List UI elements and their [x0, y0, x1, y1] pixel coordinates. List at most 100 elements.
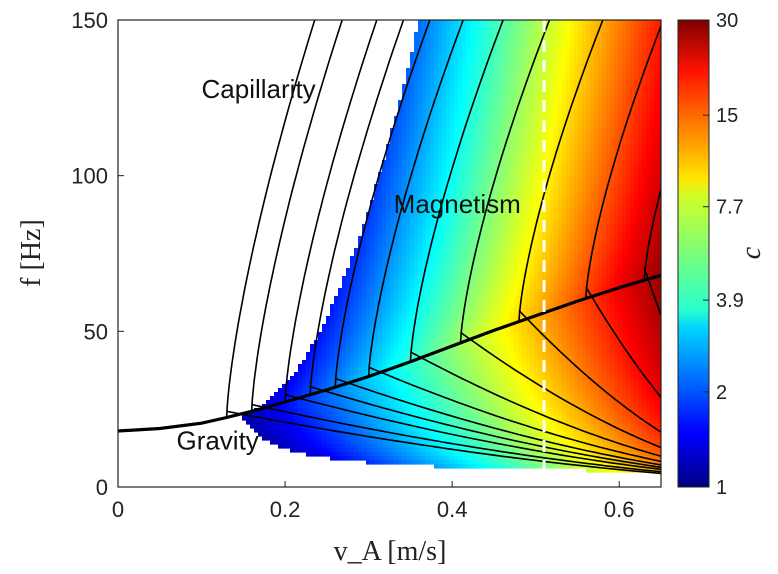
heatmap-cell — [494, 196, 499, 201]
heatmap-cell — [474, 456, 479, 461]
heatmap-cell — [514, 380, 519, 385]
heatmap-cell — [398, 336, 403, 341]
heatmap-cell — [366, 288, 371, 293]
heatmap-cell — [410, 264, 415, 269]
heatmap-cell — [418, 256, 423, 261]
heatmap-cell — [482, 184, 487, 189]
heatmap-cell — [382, 336, 387, 341]
heatmap-cell — [390, 332, 395, 337]
heatmap-cell — [514, 128, 519, 133]
heatmap-cell — [354, 280, 359, 285]
heatmap-cell — [342, 288, 347, 293]
heatmap-cell — [378, 440, 383, 445]
heatmap-cell — [466, 108, 471, 113]
heatmap-cell — [510, 124, 515, 129]
heatmap-cell — [410, 436, 415, 441]
heatmap-cell — [402, 180, 407, 185]
heatmap-cell — [458, 36, 463, 41]
heatmap-cell — [394, 248, 399, 253]
heatmap-cell — [470, 392, 475, 397]
heatmap-cell — [458, 316, 463, 321]
heatmap-cell — [454, 264, 459, 269]
heatmap-cell — [378, 344, 383, 349]
heatmap-cell — [402, 392, 407, 397]
heatmap-cell — [426, 108, 431, 113]
heatmap-cell — [446, 100, 451, 105]
heatmap-cell — [450, 236, 455, 241]
heatmap-cell — [482, 428, 487, 433]
heatmap-cell — [354, 272, 359, 277]
heatmap-cell — [350, 392, 355, 397]
heatmap-cell — [510, 436, 515, 441]
heatmap-cell — [410, 388, 415, 393]
heatmap-cell — [462, 316, 467, 321]
heatmap-cell — [502, 168, 507, 173]
heatmap-cell — [374, 188, 379, 193]
heatmap-cell — [494, 148, 499, 153]
heatmap-cell — [486, 108, 491, 113]
heatmap-cell — [414, 288, 419, 293]
heatmap-cell — [482, 456, 487, 461]
heatmap-cell — [498, 340, 503, 345]
heatmap-cell — [490, 192, 495, 197]
heatmap-cell — [518, 56, 523, 61]
heatmap-cell — [470, 136, 475, 141]
heatmap-cell — [406, 108, 411, 113]
heatmap-cell — [322, 356, 327, 361]
heatmap-cell — [470, 276, 475, 281]
heatmap-cell — [442, 40, 447, 45]
heatmap-cell — [498, 96, 503, 101]
heatmap-cell — [506, 296, 511, 301]
heatmap-cell — [402, 456, 407, 461]
heatmap-cell — [446, 352, 451, 357]
heatmap-cell — [506, 256, 511, 261]
heatmap-cell — [454, 364, 459, 369]
heatmap-cell — [490, 160, 495, 165]
heatmap-cell — [482, 380, 487, 385]
heatmap-cell — [514, 56, 519, 61]
heatmap-cell — [486, 408, 491, 413]
heatmap-cell — [398, 176, 403, 181]
heatmap-cell — [426, 336, 431, 341]
heatmap-cell — [426, 272, 431, 277]
heatmap-cell — [450, 192, 455, 197]
heatmap-cell — [474, 288, 479, 293]
heatmap-cell — [470, 352, 475, 357]
heatmap-cell — [350, 388, 355, 393]
heatmap-cell — [450, 28, 455, 33]
heatmap-cell — [286, 392, 291, 397]
heatmap-cell — [410, 368, 415, 373]
heatmap-cell — [306, 352, 311, 357]
heatmap-cell — [502, 204, 507, 209]
heatmap-cell — [502, 136, 507, 141]
heatmap-cell — [322, 332, 327, 337]
heatmap-cell — [502, 256, 507, 261]
heatmap-cell — [394, 416, 399, 421]
heatmap-cell — [522, 24, 527, 29]
heatmap-cell — [526, 96, 531, 101]
heatmap-cell — [286, 432, 291, 437]
heatmap-cell — [494, 348, 499, 353]
heatmap-cell — [418, 412, 423, 417]
heatmap-cell — [526, 196, 531, 201]
heatmap-cell — [422, 428, 427, 433]
heatmap-cell — [498, 368, 503, 373]
heatmap-cell — [446, 436, 451, 441]
heatmap-cell — [454, 76, 459, 81]
heatmap-cell — [422, 256, 427, 261]
heatmap-cell — [418, 284, 423, 289]
heatmap-cell — [406, 84, 411, 89]
heatmap-cell — [422, 288, 427, 293]
heatmap-cell — [390, 200, 395, 205]
heatmap-cell — [342, 332, 347, 337]
heatmap-cell — [462, 172, 467, 177]
heatmap-cell — [406, 284, 411, 289]
heatmap-cell — [426, 196, 431, 201]
heatmap-cell — [406, 172, 411, 177]
heatmap-cell — [290, 420, 295, 425]
heatmap-cell — [458, 156, 463, 161]
heatmap-cell — [474, 148, 479, 153]
heatmap-cell — [386, 268, 391, 273]
heatmap-cell — [378, 312, 383, 317]
heatmap-cell — [262, 436, 267, 441]
